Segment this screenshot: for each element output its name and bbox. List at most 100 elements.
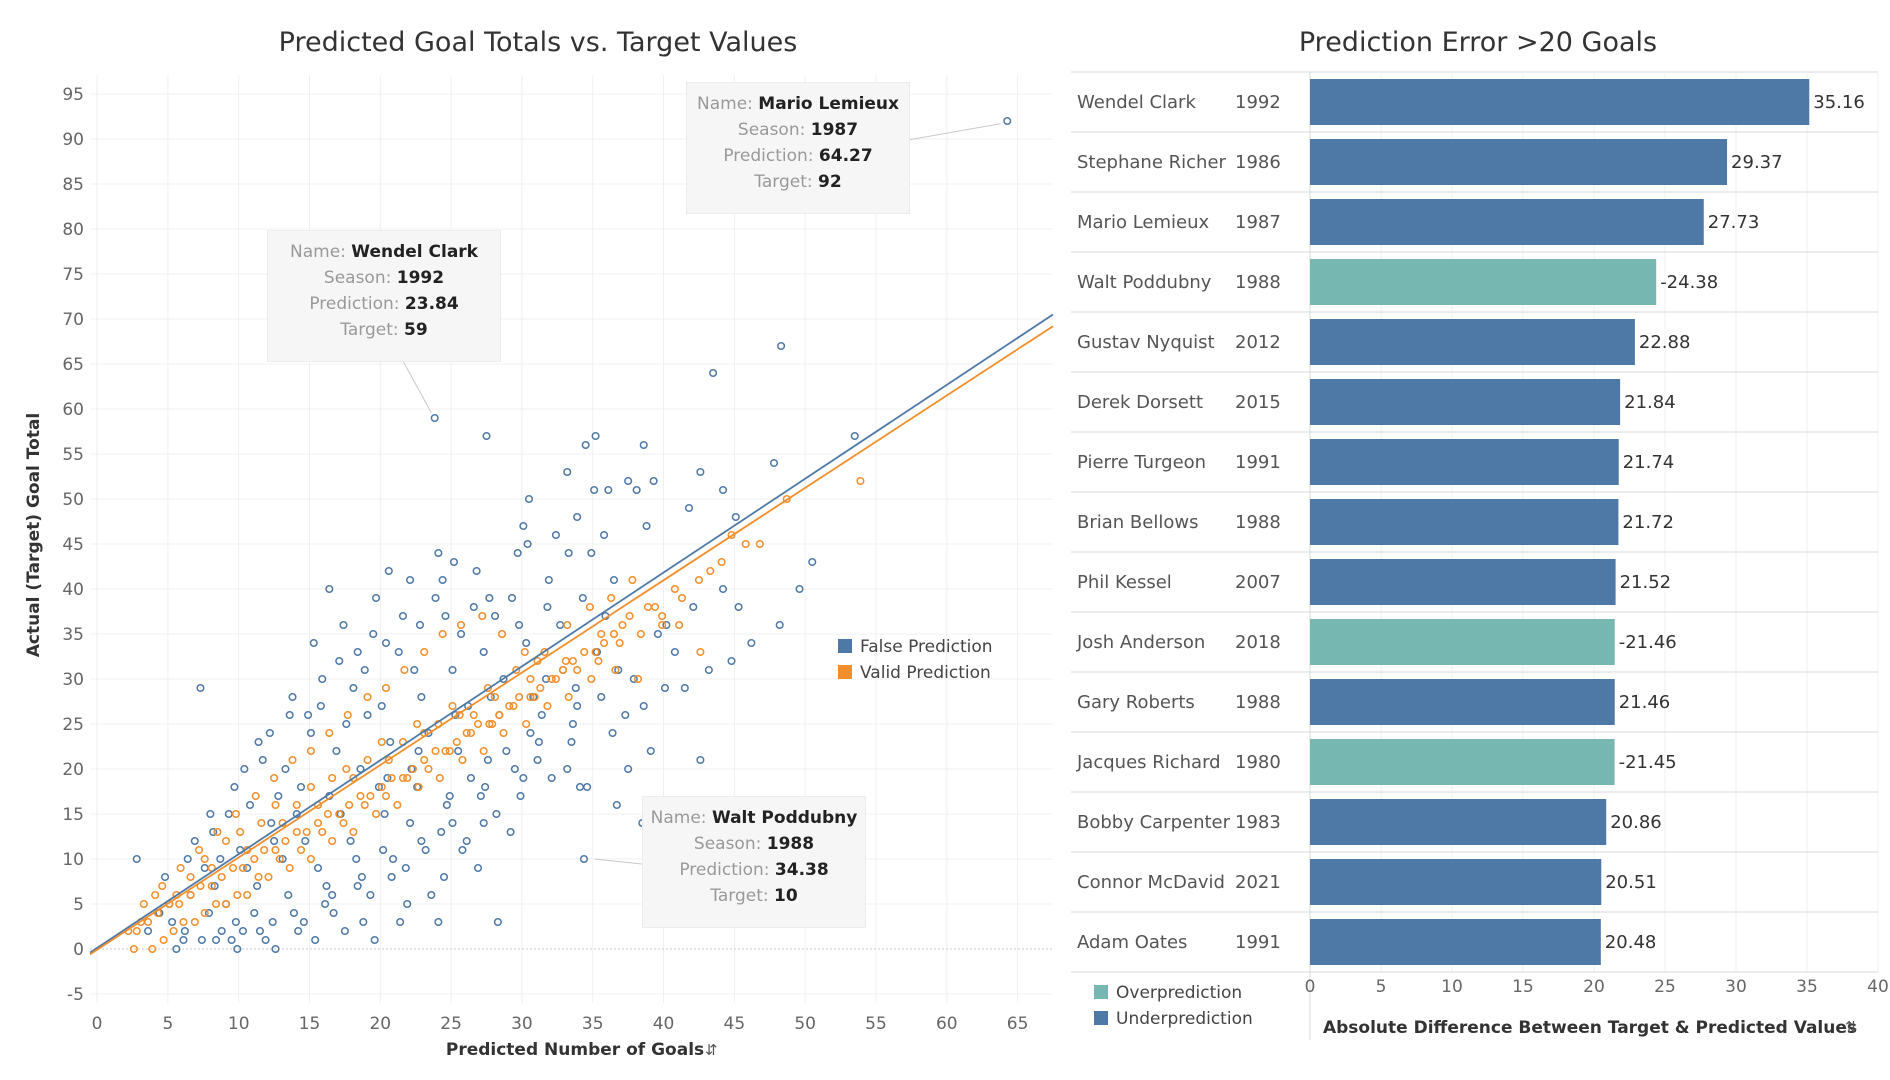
valid-prediction-point[interactable] [275,854,284,864]
false-prediction-point[interactable] [384,566,393,576]
false-prediction-point[interactable] [597,692,606,702]
false-prediction-point[interactable] [424,728,433,738]
false-prediction-point[interactable] [437,827,446,837]
valid-prediction-point[interactable] [490,692,500,702]
false-prediction-point[interactable] [377,701,386,711]
false-prediction-point[interactable] [285,710,294,720]
valid-prediction-point[interactable] [387,773,396,783]
false-prediction-point[interactable] [573,512,582,522]
valid-prediction-point[interactable] [393,800,402,810]
valid-prediction-point[interactable] [356,791,365,801]
valid-prediction-point[interactable] [438,629,447,639]
valid-prediction-point[interactable] [651,602,660,612]
false-prediction-point[interactable] [850,431,859,441]
valid-prediction-point[interactable] [328,773,337,783]
false-prediction-point[interactable] [360,665,369,675]
valid-prediction-point[interactable] [238,863,247,873]
valid-prediction-point[interactable] [540,647,549,657]
false-prediction-point[interactable] [481,782,490,792]
false-prediction-point[interactable] [379,845,388,855]
false-prediction-point[interactable] [604,485,613,495]
valid-prediction-point[interactable] [628,575,637,585]
valid-prediction-point[interactable] [292,800,301,810]
valid-prediction-point[interactable] [129,944,138,954]
valid-prediction-point[interactable] [452,737,461,747]
false-prediction-point[interactable] [216,854,225,864]
error-bar[interactable] [1310,319,1635,365]
valid-prediction-point[interactable] [413,719,422,729]
false-prediction-point[interactable] [353,647,362,657]
false-prediction-point[interactable] [808,557,817,567]
false-prediction-point[interactable] [563,764,572,774]
valid-prediction-point[interactable] [615,638,624,648]
false-prediction-point[interactable] [270,836,279,846]
false-prediction-point[interactable] [448,665,457,675]
false-prediction-point[interactable] [296,782,306,792]
valid-prediction-point[interactable] [318,827,327,837]
valid-prediction-point[interactable] [228,863,238,873]
valid-prediction-point[interactable] [398,773,408,783]
false-prediction-point[interactable] [372,593,381,603]
valid-prediction-point[interactable] [377,737,386,747]
sort-icon[interactable]: ⇵ [705,1041,718,1059]
false-prediction-point[interactable] [417,836,426,846]
false-prediction-point[interactable] [374,782,383,792]
false-prediction-point[interactable] [526,728,535,738]
valid-prediction-point[interactable] [323,809,332,819]
false-prediction-point[interactable] [506,827,515,837]
false-prediction-point[interactable] [483,755,492,765]
valid-prediction-point[interactable] [345,800,354,810]
false-prediction-point[interactable] [265,728,274,738]
false-prediction-point[interactable] [499,674,508,684]
valid-prediction-point[interactable] [526,674,535,684]
false-prediction-point[interactable] [434,548,443,558]
valid-prediction-point[interactable] [564,692,573,702]
false-prediction-point[interactable] [431,593,440,603]
valid-prediction-point[interactable] [328,836,337,846]
valid-prediction-point[interactable] [466,728,476,738]
false-prediction-point[interactable] [680,683,689,693]
valid-prediction-point[interactable] [363,692,372,702]
false-prediction-point[interactable] [522,638,531,648]
valid-prediction-point[interactable] [217,872,226,882]
error-bar[interactable] [1310,199,1704,245]
valid-prediction-point[interactable] [515,692,524,702]
valid-prediction-point[interactable] [551,674,560,684]
false-prediction-point[interactable] [427,890,436,900]
false-prediction-point[interactable] [696,755,705,765]
valid-prediction-point[interactable] [251,791,260,801]
valid-prediction-point[interactable] [366,791,375,801]
error-bar[interactable] [1310,259,1657,305]
false-prediction-point[interactable] [492,809,501,819]
error-bar[interactable] [1310,439,1619,485]
valid-prediction-point[interactable] [260,845,269,855]
error-bar[interactable] [1310,679,1615,725]
valid-prediction-point[interactable] [190,917,199,927]
false-prediction-point[interactable] [217,926,226,936]
valid-prediction-point[interactable] [186,890,195,900]
false-prediction-point[interactable] [571,683,580,693]
false-prediction-point[interactable] [132,854,141,864]
false-prediction-point[interactable] [304,710,313,720]
false-prediction-point[interactable] [415,620,425,630]
error-bar[interactable] [1310,79,1810,125]
false-prediction-point[interactable] [417,692,426,702]
valid-prediction-point[interactable] [414,782,423,792]
false-prediction-point[interactable] [747,638,756,648]
valid-prediction-point[interactable] [288,755,297,765]
valid-prediction-point[interactable] [372,809,381,819]
false-prediction-point[interactable] [456,629,466,639]
false-prediction-point[interactable] [563,467,572,477]
valid-prediction-point[interactable] [547,674,556,684]
false-prediction-point[interactable] [642,521,651,531]
valid-prediction-point[interactable] [360,800,369,810]
valid-prediction-point[interactable] [420,647,429,657]
valid-prediction-point[interactable] [658,620,667,630]
false-prediction-point[interactable] [430,413,439,423]
false-prediction-point[interactable] [250,908,259,918]
false-prediction-point[interactable] [454,746,463,756]
valid-prediction-point[interactable] [488,719,497,729]
false-prediction-point[interactable] [524,494,534,504]
false-prediction-point[interactable] [268,917,277,927]
valid-prediction-point[interactable] [505,701,514,711]
